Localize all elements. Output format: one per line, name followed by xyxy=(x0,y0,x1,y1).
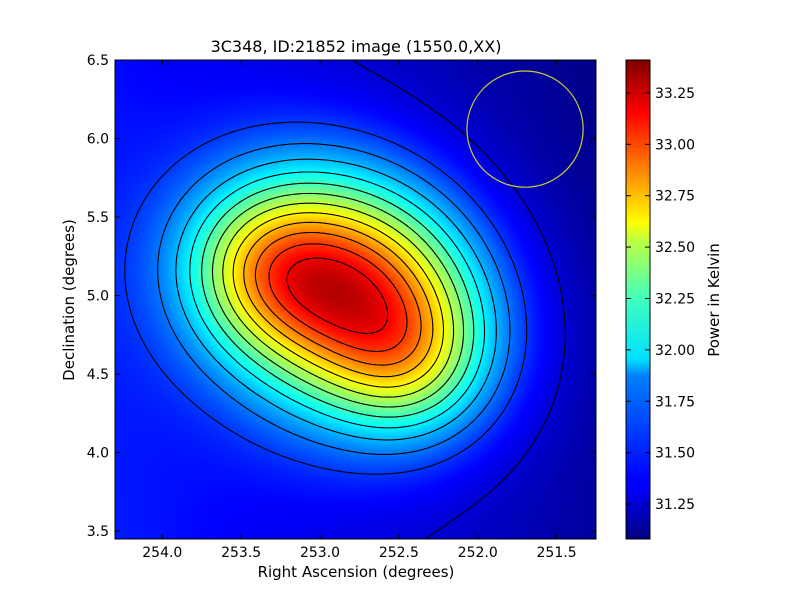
contour-line xyxy=(286,257,389,334)
plot-frame xyxy=(114,59,597,540)
contour-line xyxy=(353,60,566,539)
contour-line xyxy=(189,171,486,429)
contour-line xyxy=(232,212,445,388)
colorbar-tick-label: 32.75 xyxy=(655,189,695,205)
y-tick-label: 3.5 xyxy=(87,524,109,540)
y-tick-label: 5.0 xyxy=(87,289,109,305)
x-tick-label: 252.0 xyxy=(458,545,498,561)
colorbar-tick-label: 32.50 xyxy=(655,240,695,256)
contour-line xyxy=(157,143,511,455)
colorbar-tick-label: 33.00 xyxy=(655,137,695,153)
contour-line xyxy=(175,158,497,441)
colorbar-tick-label: 31.75 xyxy=(655,394,695,410)
x-tick-label: 252.5 xyxy=(379,545,419,561)
colorbar-tick-label: 33.25 xyxy=(655,86,695,102)
colorbar-ticks: 31.25 31.50 31.75 32.00 32.25 32.50 32.75 33.00… xyxy=(626,86,695,513)
colorbar-label: Power in Kelvin xyxy=(705,243,723,357)
x-axis-label: Right Ascension (degrees) xyxy=(258,563,455,581)
y-axis-ticks: 3.5 4.0 4.5 5.0 5.5 6.0 6.5 xyxy=(87,53,596,540)
y-tick-label: 5.5 xyxy=(87,210,109,226)
x-tick-label: 251.5 xyxy=(537,545,577,561)
y-tick-label: 6.5 xyxy=(87,53,109,69)
y-tick-label: 6.0 xyxy=(87,132,109,148)
colorbar-tick-label: 32.25 xyxy=(655,291,695,307)
contour-line xyxy=(254,231,422,366)
contour-line xyxy=(243,221,434,378)
x-tick-label: 254.0 xyxy=(142,545,182,561)
contour-line xyxy=(222,202,455,398)
colorbar-tick-label: 32.00 xyxy=(655,343,695,359)
y-tick-label: 4.0 xyxy=(87,446,109,462)
contour-line xyxy=(268,243,408,352)
x-axis-ticks: 254.0 253.5 253.0 252.5 252.0 251.5 xyxy=(142,60,577,561)
colorbar-tick-label: 31.25 xyxy=(655,497,695,513)
beam-circle xyxy=(466,70,584,188)
y-tick-label: 4.5 xyxy=(87,367,109,383)
heatmap-image xyxy=(115,60,596,539)
contour-lines xyxy=(124,60,566,539)
contour-line xyxy=(124,121,528,475)
y-axis-label: Declination (degrees) xyxy=(60,219,78,381)
colorbar-tick-label: 31.50 xyxy=(655,446,695,462)
contour-line xyxy=(201,182,475,418)
contour-line xyxy=(211,192,465,408)
chart-title: 3C348, ID:21852 image (1550.0,XX) xyxy=(211,37,502,56)
heatmap xyxy=(115,60,596,539)
x-tick-label: 253.5 xyxy=(221,545,261,561)
colorbar xyxy=(625,59,651,540)
x-tick-label: 253.0 xyxy=(300,545,340,561)
